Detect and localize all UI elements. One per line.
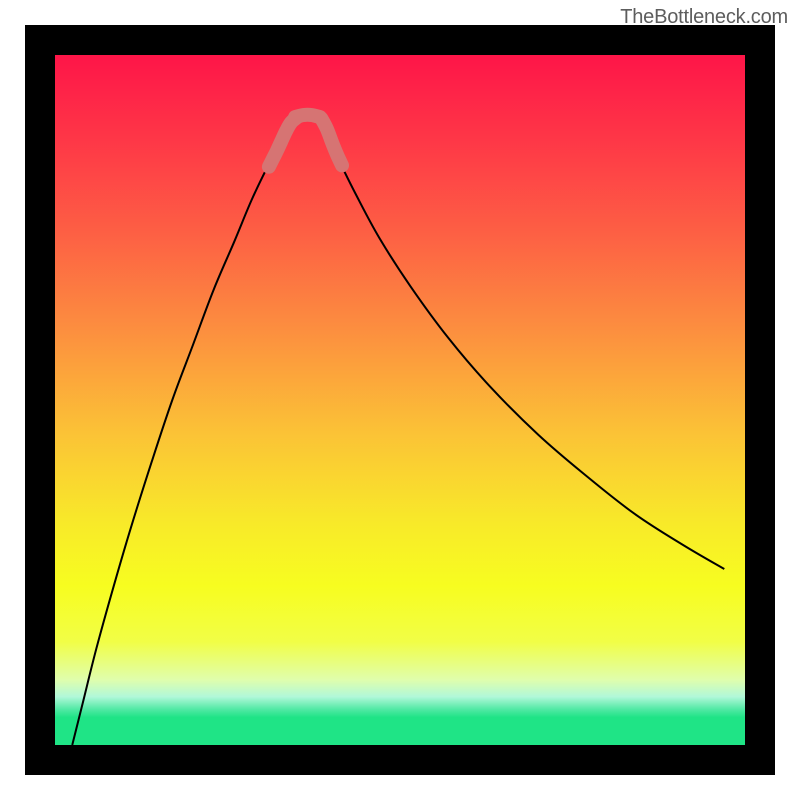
- watermark-text: TheBottleneck.com: [620, 6, 788, 29]
- bottleneck-curve-chart: [0, 0, 800, 800]
- chart-container: TheBottleneck.com: [0, 0, 800, 800]
